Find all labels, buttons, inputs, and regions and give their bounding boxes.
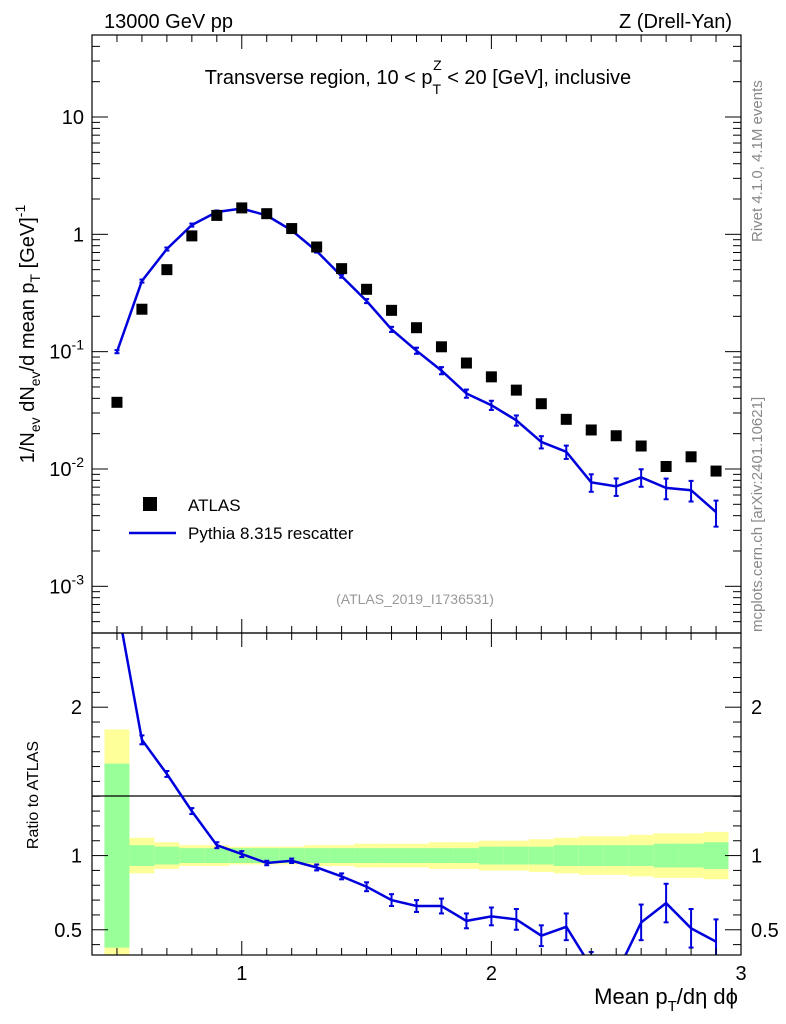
y-tick-label: 10 bbox=[62, 107, 84, 129]
ratio-tick-label-left: 1 bbox=[71, 846, 82, 868]
atlas-data-point bbox=[386, 304, 398, 316]
pythia-line bbox=[115, 207, 717, 513]
atlas-data-point bbox=[136, 303, 148, 315]
band-stat-bin bbox=[154, 846, 180, 865]
x-tick-label: 1 bbox=[236, 963, 247, 985]
atlas-data-point bbox=[111, 396, 123, 408]
band-stat-bin bbox=[104, 763, 130, 948]
main-frame bbox=[91, 34, 742, 634]
analysis-label: (ATLAS_2019_I1736531) bbox=[336, 591, 494, 607]
process-label: Z (Drell-Yan) bbox=[619, 11, 732, 33]
atlas-data-point bbox=[635, 440, 647, 452]
atlas-data-point bbox=[261, 208, 273, 220]
rivet-label: Rivet 4.1.0, 4.1M events bbox=[749, 80, 766, 242]
band-stat-bin bbox=[653, 843, 679, 868]
y-tick-label: 10-2 bbox=[49, 454, 84, 481]
ratio-marks bbox=[121, 633, 719, 955]
y-axis-label: 1/Nev dNev/d mean pT [GeV]-1 bbox=[12, 205, 43, 464]
atlas-data-point bbox=[211, 209, 223, 221]
band-stat-bin bbox=[329, 848, 355, 863]
band-stat-bin bbox=[204, 848, 230, 863]
band-stat-bin bbox=[703, 842, 729, 869]
atlas-data-point bbox=[710, 465, 722, 477]
mcplots-label: mcplots.cern.ch [arXiv:2401.10621] bbox=[749, 397, 766, 632]
band-stat-bin bbox=[578, 845, 604, 866]
ratio-line bbox=[121, 633, 717, 955]
ratio-tick-label-right: 2 bbox=[751, 697, 762, 719]
y-tick-label: 10-1 bbox=[49, 337, 84, 364]
band-stat-bin bbox=[304, 848, 330, 863]
main-marks bbox=[111, 202, 722, 528]
band-stat-bin bbox=[354, 848, 380, 863]
ratio-tick-label-right: 1 bbox=[751, 846, 762, 868]
atlas-data-point bbox=[411, 322, 422, 334]
atlas-data-point bbox=[236, 202, 248, 214]
band-stat-bin bbox=[453, 848, 479, 863]
axes: 1 2 3 10-3 10-2 10-1 1 10 0.5 0.5 1 1 2 2 bbox=[49, 34, 779, 985]
title-part2: < 20 [GeV], inclusive bbox=[442, 67, 632, 89]
atlas-data-point bbox=[286, 223, 298, 235]
title-sup-Z: Z bbox=[433, 57, 442, 73]
band-stat-bin bbox=[254, 848, 280, 863]
legend: ATLAS Pythia 8.315 rescatter bbox=[129, 496, 354, 543]
chart-title: Transverse region, 10 < pTZ < 20 [GeV], … bbox=[205, 57, 631, 97]
ratio-tick-label-right: 0.5 bbox=[751, 920, 779, 942]
band-stat-bin bbox=[129, 845, 155, 866]
band-stat-bin bbox=[379, 848, 405, 863]
atlas-data-point bbox=[560, 413, 572, 425]
atlas-data-point bbox=[361, 283, 373, 295]
y-tick-label: 10-3 bbox=[49, 571, 84, 598]
y-tick-label: 1 bbox=[73, 224, 84, 246]
atlas-data-point bbox=[460, 357, 472, 369]
atlas-data-point bbox=[685, 451, 697, 463]
atlas-data-point bbox=[485, 371, 497, 383]
band-stat-bin bbox=[553, 845, 579, 866]
band-stat-bin bbox=[279, 848, 305, 863]
atlas-data-point bbox=[435, 341, 447, 353]
band-stat-bin bbox=[603, 845, 629, 866]
ratio-tick-label-left: 0.5 bbox=[54, 920, 82, 942]
band-stat-bin bbox=[528, 846, 554, 865]
band-stat-bin bbox=[179, 848, 205, 863]
band-stat-bin bbox=[404, 848, 429, 863]
atlas-data-point bbox=[585, 424, 597, 436]
x-tick-label: 3 bbox=[735, 963, 746, 985]
atlas-data-point bbox=[660, 460, 672, 472]
atlas-data-point bbox=[161, 264, 173, 276]
title-sub-T: T bbox=[433, 81, 442, 97]
ratio-series bbox=[121, 633, 719, 955]
atlas-data-point bbox=[510, 384, 522, 396]
legend-atlas-marker bbox=[143, 497, 157, 511]
atlas-data-point bbox=[311, 241, 323, 253]
atlas-data-point bbox=[186, 230, 198, 242]
atlas-data-point bbox=[336, 263, 348, 275]
ratio-uncertainty-bands bbox=[104, 729, 729, 955]
legend-atlas-label: ATLAS bbox=[188, 496, 241, 515]
atlas-data-point bbox=[610, 430, 622, 442]
band-stat-bin bbox=[428, 848, 454, 863]
band-stat-bin bbox=[478, 846, 504, 865]
atlas-data-point bbox=[535, 398, 547, 410]
ratio-y-axis-label: Ratio to ATLAS bbox=[25, 741, 42, 849]
band-stat-bin bbox=[503, 846, 529, 865]
band-stat-bin bbox=[628, 845, 654, 866]
band-stat-bin bbox=[678, 843, 704, 868]
x-tick-label: 2 bbox=[486, 963, 497, 985]
legend-pythia-label: Pythia 8.315 rescatter bbox=[188, 524, 354, 543]
x-axis-label: Mean pT/dη dϕ bbox=[594, 984, 738, 1015]
energy-label: 13000 GeV pp bbox=[104, 11, 233, 33]
title-part1: Transverse region, 10 < p bbox=[205, 67, 433, 89]
ratio-tick-label-left: 2 bbox=[71, 697, 82, 719]
